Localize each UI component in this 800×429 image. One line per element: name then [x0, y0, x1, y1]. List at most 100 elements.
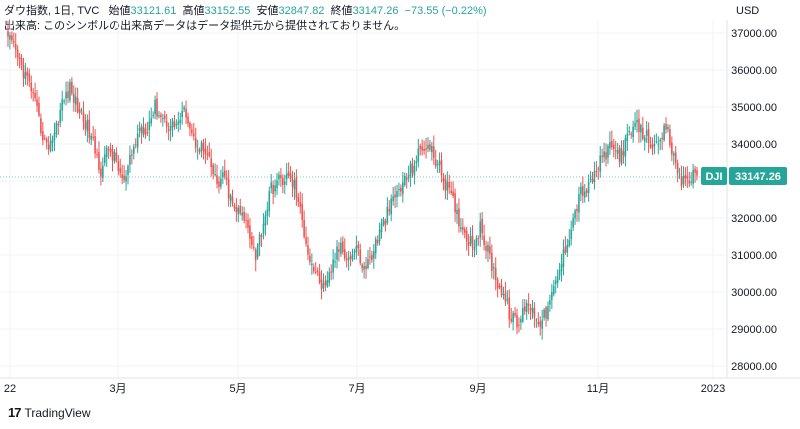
y-tick-label: 35000.00 — [731, 102, 777, 114]
candle-body — [371, 255, 373, 261]
candle-body — [316, 270, 319, 273]
candle-body — [469, 236, 472, 244]
candle-body — [444, 178, 447, 191]
candle-body — [282, 177, 284, 185]
candle-body — [291, 179, 294, 187]
candle-body — [169, 125, 172, 132]
candle-body — [537, 321, 540, 325]
candle-body — [580, 186, 582, 195]
candle-body — [446, 181, 449, 191]
candle-body — [372, 251, 375, 259]
candle-body — [539, 321, 542, 327]
y-tick-label: 29000.00 — [731, 324, 777, 336]
candle-body — [171, 120, 174, 128]
candle-body — [38, 102, 40, 116]
candle-body — [264, 215, 267, 226]
candle-body — [239, 205, 242, 214]
candle-body — [460, 227, 462, 230]
candle-body — [411, 164, 414, 173]
symbol-badge-text: DJI — [705, 171, 722, 183]
currency-label[interactable]: USD — [736, 5, 760, 17]
candle-body — [676, 162, 679, 174]
candle-body — [71, 81, 73, 94]
candle-body — [605, 152, 607, 160]
candle-body — [527, 303, 530, 306]
candle-body — [504, 292, 507, 302]
candle-body — [607, 145, 609, 158]
candle-body — [525, 302, 528, 312]
candle-body — [63, 100, 65, 102]
candle-body — [100, 168, 102, 177]
candle-body — [353, 251, 356, 254]
candle-body — [80, 110, 83, 112]
time-axis[interactable]: 22 3月 5月 7月 9月 11月 2023 — [4, 383, 725, 395]
candle-body — [117, 161, 120, 171]
candle-body — [454, 193, 456, 213]
candle-body — [487, 244, 489, 252]
candle-body — [231, 197, 234, 204]
candle-body — [134, 144, 137, 146]
candle-body — [489, 246, 491, 254]
candle-body — [665, 123, 667, 130]
candle-body — [556, 275, 559, 283]
candle-body — [622, 151, 625, 156]
candle-body — [206, 153, 209, 155]
candle-body — [18, 57, 21, 60]
candle-body — [254, 249, 257, 261]
candle-body — [152, 115, 154, 117]
candle-body — [458, 208, 460, 227]
close-label: 終値 — [330, 5, 353, 17]
candle-body — [144, 128, 147, 134]
candle-body — [380, 223, 383, 233]
candle-body — [328, 272, 331, 283]
candle-body — [9, 35, 11, 40]
candle-body — [241, 212, 243, 216]
candle-body — [142, 127, 145, 136]
candle-body — [678, 174, 681, 176]
candle-body — [448, 182, 451, 188]
candle-body — [599, 155, 602, 172]
candle-body — [343, 249, 346, 259]
candle-body — [640, 125, 642, 133]
candle-body — [204, 149, 207, 155]
candle-body — [293, 179, 296, 190]
candle-body — [376, 239, 379, 244]
candle-body — [278, 174, 280, 180]
candle-body — [692, 170, 694, 184]
x-tick-label: 11月 — [587, 383, 609, 395]
candle-body — [531, 307, 534, 314]
candle-body — [518, 324, 520, 326]
candle-body — [175, 123, 178, 125]
candle-body — [347, 257, 350, 260]
candle-body — [417, 148, 420, 162]
candle-body — [146, 132, 149, 134]
candle-body — [78, 109, 81, 114]
candle-body — [102, 165, 104, 178]
candle-body — [208, 151, 211, 157]
candle-body — [545, 307, 547, 319]
high-label: 高値 — [182, 5, 205, 17]
candle-body — [355, 246, 358, 253]
candle-body — [272, 185, 274, 195]
candle-body — [30, 82, 33, 92]
candle-body — [394, 194, 396, 198]
candle-body — [452, 191, 454, 197]
candle-body — [440, 160, 443, 176]
symbol-title[interactable]: ダウ指数, 1日, TVC — [4, 5, 100, 17]
y-tick-label: 37000.00 — [731, 28, 777, 40]
y-tick-label: 32000.00 — [731, 213, 777, 225]
candle-body — [523, 306, 526, 312]
candle-body — [160, 114, 162, 117]
price-axis[interactable]: 37000.0036000.0035000.0034000.0033000.00… — [731, 28, 777, 373]
candle-body — [688, 180, 691, 184]
candle-body — [390, 198, 393, 215]
candle-body — [463, 228, 466, 233]
candle-body — [649, 144, 652, 148]
candle-body — [382, 219, 385, 225]
candle-body — [477, 237, 480, 239]
candle-body — [560, 264, 563, 272]
candle-body — [351, 254, 354, 261]
tradingview-logo[interactable]: 17 TradingView — [8, 405, 91, 420]
candle-body — [583, 191, 586, 198]
